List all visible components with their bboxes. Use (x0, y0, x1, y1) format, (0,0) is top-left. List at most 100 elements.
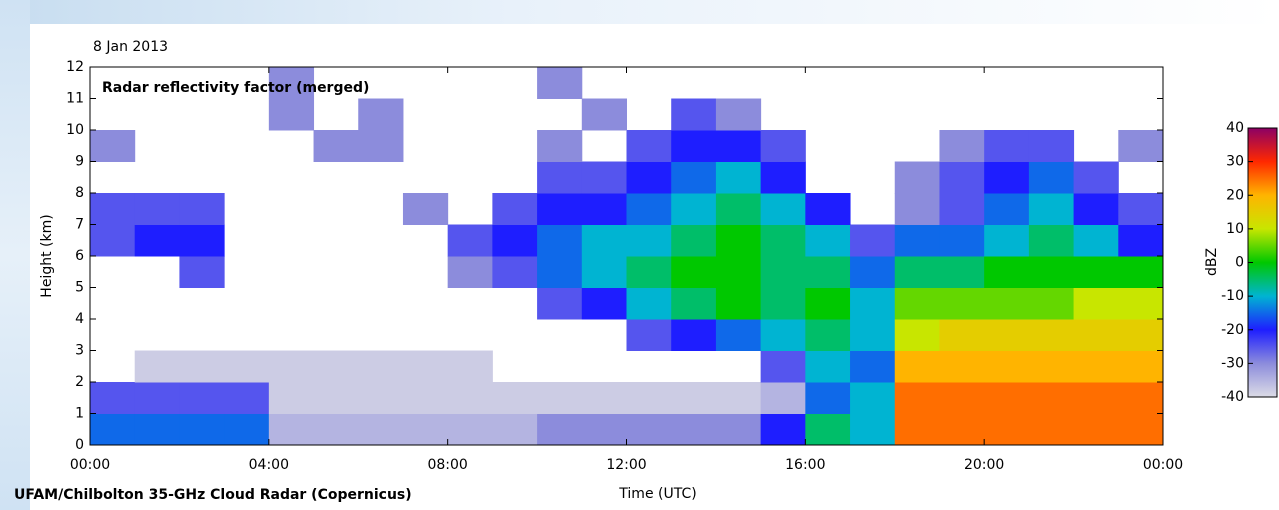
reflectivity-cell (537, 67, 583, 99)
reflectivity-cell (358, 382, 404, 414)
colorbar-label: dBZ (1204, 248, 1220, 276)
x-tick-label: 08:00 (427, 457, 467, 473)
reflectivity-cell (402, 413, 449, 446)
reflectivity-cell (134, 382, 180, 414)
reflectivity-cell (671, 224, 717, 257)
date-label: 8 Jan 2013 (93, 39, 168, 55)
reflectivity-cell (492, 382, 538, 414)
reflectivity-cell (715, 319, 762, 351)
reflectivity-cell (1118, 319, 1164, 351)
colorbar-tick-label: -40 (1221, 389, 1244, 405)
reflectivity-cell (1028, 382, 1075, 414)
reflectivity-cell (447, 413, 493, 446)
reflectivity-cell (760, 382, 806, 414)
reflectivity-cell (90, 130, 136, 162)
reflectivity-cell (1073, 287, 1119, 320)
reflectivity-cell (805, 224, 851, 257)
y-tick-label: 9 (75, 154, 84, 170)
reflectivity-cell (760, 256, 806, 288)
reflectivity-cell (581, 193, 627, 225)
reflectivity-cell (313, 382, 359, 414)
y-tick-label: 5 (75, 280, 84, 296)
reflectivity-cell (581, 224, 627, 257)
reflectivity-cell (447, 224, 493, 257)
reflectivity-cell (492, 224, 538, 257)
reflectivity-cell (492, 413, 538, 446)
reflectivity-cell (358, 350, 404, 383)
reflectivity-cell (894, 224, 940, 257)
reflectivity-cell (179, 382, 225, 414)
reflectivity-cell (671, 319, 717, 351)
reflectivity-cell (1073, 350, 1119, 383)
reflectivity-cell (671, 413, 717, 446)
reflectivity-cell (894, 319, 940, 351)
reflectivity-cell (715, 98, 762, 131)
reflectivity-cell (581, 98, 627, 131)
reflectivity-cell (581, 413, 627, 446)
reflectivity-cell (939, 413, 985, 446)
reflectivity-cell (760, 161, 806, 194)
reflectivity-cell (984, 350, 1030, 383)
y-tick-label: 3 (75, 343, 84, 359)
reflectivity-cell (402, 382, 449, 414)
reflectivity-cell (313, 413, 359, 446)
reflectivity-cell (1073, 256, 1119, 288)
reflectivity-cell (894, 193, 940, 225)
reflectivity-cell (715, 161, 762, 194)
reflectivity-cell (313, 350, 359, 383)
reflectivity-cell (715, 224, 762, 257)
reflectivity-cell (224, 413, 270, 446)
reflectivity-cell (626, 382, 672, 414)
x-tick-label: 00:00 (1143, 457, 1183, 473)
y-tick-label: 2 (75, 374, 84, 390)
reflectivity-cell (715, 287, 762, 320)
reflectivity-cell (939, 256, 985, 288)
reflectivity-cell (1073, 413, 1119, 446)
side-band (0, 0, 30, 510)
reflectivity-cell (626, 413, 672, 446)
reflectivity-cell (805, 319, 851, 351)
reflectivity-cell (134, 224, 180, 257)
reflectivity-cell (760, 193, 806, 225)
y-tick-label: 12 (66, 59, 84, 75)
reflectivity-cell (1118, 193, 1164, 225)
reflectivity-cell (760, 350, 806, 383)
colorbar-tick-label: 40 (1226, 120, 1244, 136)
x-tick-label: 16:00 (785, 457, 825, 473)
reflectivity-cell (850, 287, 896, 320)
reflectivity-cell (760, 130, 806, 162)
reflectivity-cell (179, 350, 225, 383)
reflectivity-cell (984, 413, 1030, 446)
reflectivity-cell (268, 67, 315, 99)
reflectivity-cell (626, 224, 672, 257)
reflectivity-cell (358, 98, 404, 131)
reflectivity-cell (1073, 161, 1119, 194)
y-tick-label: 1 (75, 406, 84, 422)
reflectivity-cell (1028, 161, 1075, 194)
colorbar-tick-label: 20 (1226, 187, 1244, 203)
reflectivity-cell (984, 130, 1030, 162)
reflectivity-cell (447, 382, 493, 414)
reflectivity-cell (805, 413, 851, 446)
reflectivity-cell (581, 287, 627, 320)
reflectivity-cell (850, 382, 896, 414)
reflectivity-cell (939, 193, 985, 225)
reflectivity-cell (671, 382, 717, 414)
reflectivity-cell (894, 382, 940, 414)
reflectivity-cell (1118, 224, 1164, 257)
reflectivity-cell (1073, 319, 1119, 351)
reflectivity-cell (537, 130, 583, 162)
reflectivity-cell (894, 161, 940, 194)
reflectivity-cell (939, 350, 985, 383)
reflectivity-cell (90, 413, 136, 446)
reflectivity-cell (447, 256, 493, 288)
reflectivity-cell (1028, 350, 1075, 383)
colorbar-tick-label: 10 (1226, 221, 1244, 237)
reflectivity-cell (358, 413, 404, 446)
x-tick-label: 00:00 (70, 457, 110, 473)
reflectivity-cell (715, 413, 762, 446)
reflectivity-cell (626, 161, 672, 194)
reflectivity-cell (805, 382, 851, 414)
reflectivity-cell (358, 130, 404, 162)
